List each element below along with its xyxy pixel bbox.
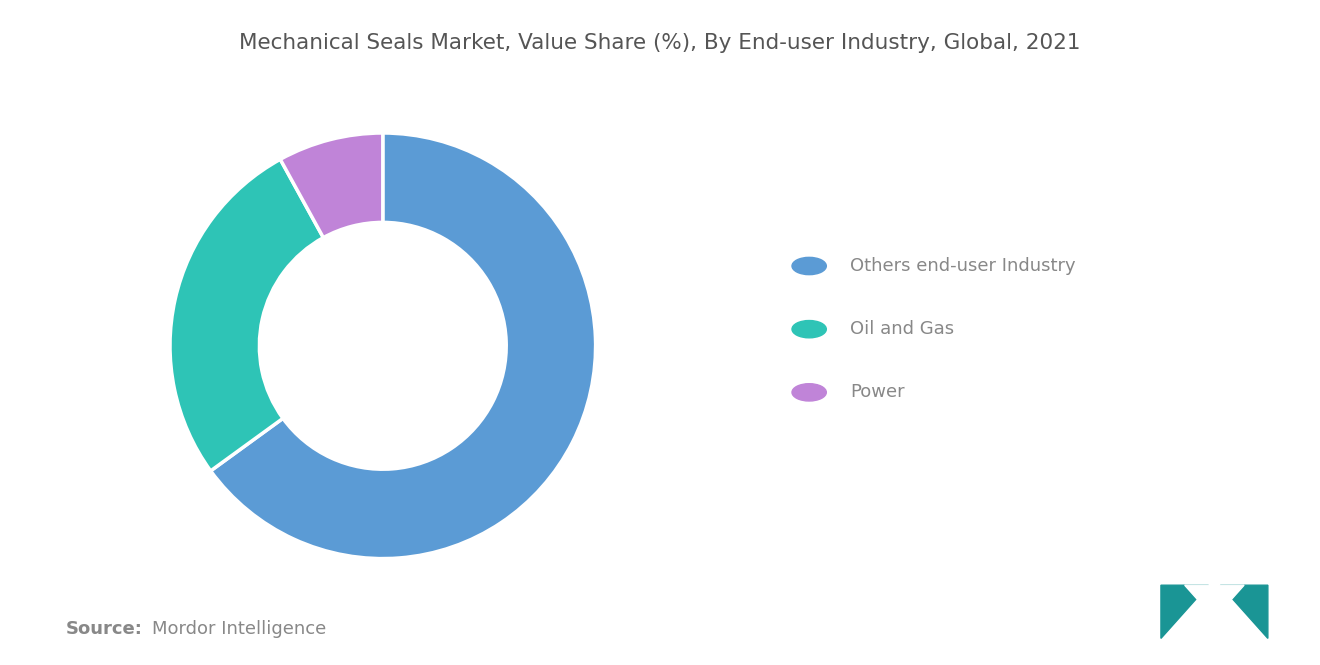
Polygon shape [1220,585,1267,638]
Polygon shape [1185,585,1243,618]
Text: Mordor Intelligence: Mordor Intelligence [152,620,326,638]
Text: Others end-user Industry: Others end-user Industry [850,257,1076,275]
Text: Source:: Source: [66,620,143,638]
Wedge shape [170,160,323,471]
Text: Power: Power [850,383,904,402]
Text: Oil and Gas: Oil and Gas [850,320,954,338]
Polygon shape [1162,585,1209,638]
Wedge shape [211,133,595,559]
Polygon shape [1196,615,1233,638]
Text: Mechanical Seals Market, Value Share (%), By End-user Industry, Global, 2021: Mechanical Seals Market, Value Share (%)… [239,33,1081,53]
Wedge shape [280,133,383,237]
